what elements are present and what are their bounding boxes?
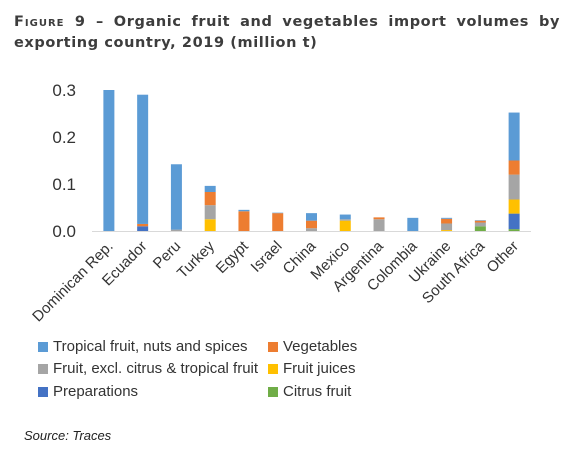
x-tick-label: Turkey [174, 237, 218, 281]
bar-segment [508, 112, 520, 161]
legend-swatch [268, 386, 278, 397]
bar-segment [474, 222, 486, 227]
bar-segment [306, 213, 317, 221]
y-tick-label: 0.2 [52, 128, 76, 147]
bar-segment [137, 223, 149, 227]
legend-label: Fruit, excl. citrus & tropical fruit [53, 360, 259, 377]
bar-segment [306, 220, 317, 229]
bar-segment [204, 185, 216, 192]
legend-swatch [38, 363, 48, 374]
x-tick-label: Egypt [213, 237, 253, 277]
bar-segment [204, 205, 216, 220]
legend-swatch [268, 341, 278, 352]
bar-segment [170, 164, 182, 230]
legend-label: Tropical fruit, nuts and spices [53, 338, 248, 355]
legend-label: Fruit juices [283, 360, 356, 377]
legend-label: Citrus fruit [283, 383, 352, 400]
bar-segment [474, 220, 486, 223]
legend-item: Tropical fruit, nuts and spices [38, 338, 248, 355]
bar-segment [407, 217, 419, 231]
figure-dash: – [95, 14, 104, 30]
bar-segment [373, 219, 385, 231]
bar-segment [103, 90, 115, 231]
y-tick-label: 0.0 [52, 222, 76, 241]
legend-swatch [268, 363, 278, 374]
legend-item: Citrus fruit [268, 383, 351, 400]
bar-segment [238, 209, 250, 212]
legend-swatch [38, 341, 48, 352]
bar-segment [204, 191, 216, 206]
figure-label: Figure 9 [14, 14, 86, 30]
source-note: Source: Traces [24, 428, 112, 443]
bar-segment [170, 229, 182, 231]
bar-segment [441, 230, 453, 231]
bar-segment [474, 226, 486, 231]
legend-item: Fruit, excl. citrus & tropical fruit [38, 360, 258, 377]
x-tick-label: Israel [248, 238, 286, 276]
bar-segment [441, 223, 453, 231]
bar-segment [306, 228, 317, 231]
bar-segment [441, 217, 453, 219]
legend-item: Preparations [38, 383, 138, 400]
bar-segment [137, 94, 149, 224]
bar-segment [272, 212, 284, 214]
bar-segment [204, 219, 216, 231]
y-tick-label: 0.3 [52, 81, 76, 100]
legend-label: Preparations [53, 383, 139, 400]
bar-segment [508, 174, 520, 200]
bar-segment [441, 218, 453, 224]
bar-segment [339, 219, 351, 221]
bar-segment [238, 211, 250, 231]
chart-legend: Tropical fruit, nuts and spices Vegetable… [38, 338, 558, 408]
chart-title: Figure 9 – Organic fruit and vegetables … [14, 12, 560, 54]
bar-segment [339, 214, 351, 220]
bar-segment [508, 160, 520, 175]
legend-label: Vegetables [283, 338, 358, 355]
bar-segment [474, 220, 486, 221]
bar-segment [373, 217, 385, 220]
x-tick-label: Other [483, 238, 522, 277]
figure-title-text: Organic fruit and vegetables import volu… [14, 14, 560, 51]
bar-segment [339, 220, 351, 231]
bar-segment [508, 199, 520, 214]
bar-segment [272, 213, 284, 231]
legend-item: Vegetables [268, 338, 357, 355]
legend-item: Fruit juices [268, 360, 356, 377]
bar-segment [137, 226, 149, 231]
legend-swatch [38, 386, 48, 397]
y-tick-label: 0.1 [52, 175, 76, 194]
bar-segment [508, 213, 520, 230]
bar-segment [508, 229, 520, 231]
